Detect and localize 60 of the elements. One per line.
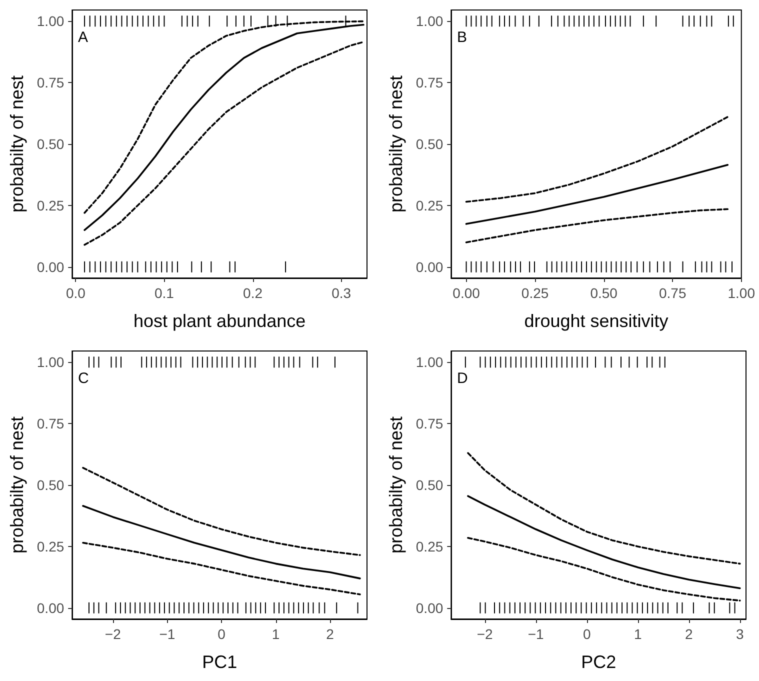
line-series <box>465 164 729 225</box>
y-tick-label: 0.00 <box>416 258 444 275</box>
x-tick-label: 0.25 <box>521 285 549 301</box>
y-tick-label: 0.50 <box>36 476 64 492</box>
y-tick-label: 0.25 <box>36 538 64 554</box>
x-tick-label: 0 <box>582 626 591 642</box>
x-tick-label: −2 <box>104 626 122 642</box>
y-axis-title: probabilty of nest <box>7 75 27 213</box>
line-series <box>465 116 729 203</box>
x-tick-label: 0.75 <box>658 285 686 301</box>
x-tick-label: 0 <box>218 626 226 642</box>
x-tick-label: −1 <box>528 626 544 642</box>
x-tick-label: 2 <box>326 626 334 642</box>
x-tick-label: 1 <box>634 626 642 642</box>
y-tick-label: 0.25 <box>416 538 444 554</box>
y-axis-title: probabilty of nest <box>386 416 406 554</box>
x-tick-label: 3 <box>736 626 744 642</box>
x-tick-label: 1 <box>272 626 280 642</box>
y-tick-label: 1.00 <box>416 354 444 370</box>
x-axis-title: host plant abundance <box>133 311 306 331</box>
x-tick-label: 0.0 <box>66 285 86 301</box>
annotation: D <box>457 370 468 386</box>
y-tick-label: 1.00 <box>36 13 64 30</box>
y-tick-label: 0.50 <box>416 136 444 152</box>
x-tick-label: −1 <box>159 626 176 642</box>
x-tick-label: 2 <box>684 626 693 642</box>
y-tick-label: 0.00 <box>416 599 444 616</box>
annotation: C <box>78 370 89 386</box>
line-series <box>467 452 741 564</box>
x-tick-label: 1.00 <box>728 285 756 301</box>
y-axis-title: probabilty of nest <box>7 416 27 554</box>
x-tick-label: 0.3 <box>332 285 352 301</box>
y-tick-label: 1.00 <box>36 354 64 370</box>
y-tick-label: 0.75 <box>416 415 444 432</box>
y-tick-label: 0.25 <box>36 197 64 214</box>
y-tick-label: 0.50 <box>416 476 444 492</box>
y-tick-label: 0.50 <box>36 136 64 152</box>
y-tick-label: 1.00 <box>416 13 444 30</box>
y-tick-label: 0.00 <box>36 599 64 616</box>
line-series <box>82 504 361 579</box>
x-axis-title: PC1 <box>202 652 238 672</box>
x-axis-title: PC2 <box>581 652 616 672</box>
y-axis-title: probabilty of nest <box>386 75 406 213</box>
line-series <box>467 494 741 589</box>
line-series <box>465 208 729 244</box>
x-axis-title: drought sensitivity <box>524 311 668 331</box>
y-tick-label: 0.25 <box>416 197 444 214</box>
annotation: A <box>78 29 88 46</box>
y-tick-label: 0.75 <box>36 74 64 91</box>
x-tick-label: 0.50 <box>590 285 618 301</box>
line-series <box>82 541 361 595</box>
x-tick-label: 0.1 <box>154 285 174 301</box>
y-tick-label: 0.75 <box>416 74 444 91</box>
x-tick-label: 0.2 <box>243 285 263 301</box>
annotation: B <box>457 29 468 46</box>
x-tick-label: 0.00 <box>452 285 480 301</box>
x-tick-label: −2 <box>476 626 494 642</box>
y-tick-label: 0.75 <box>36 415 64 432</box>
y-tick-label: 0.00 <box>36 258 64 275</box>
line-series <box>82 466 361 556</box>
